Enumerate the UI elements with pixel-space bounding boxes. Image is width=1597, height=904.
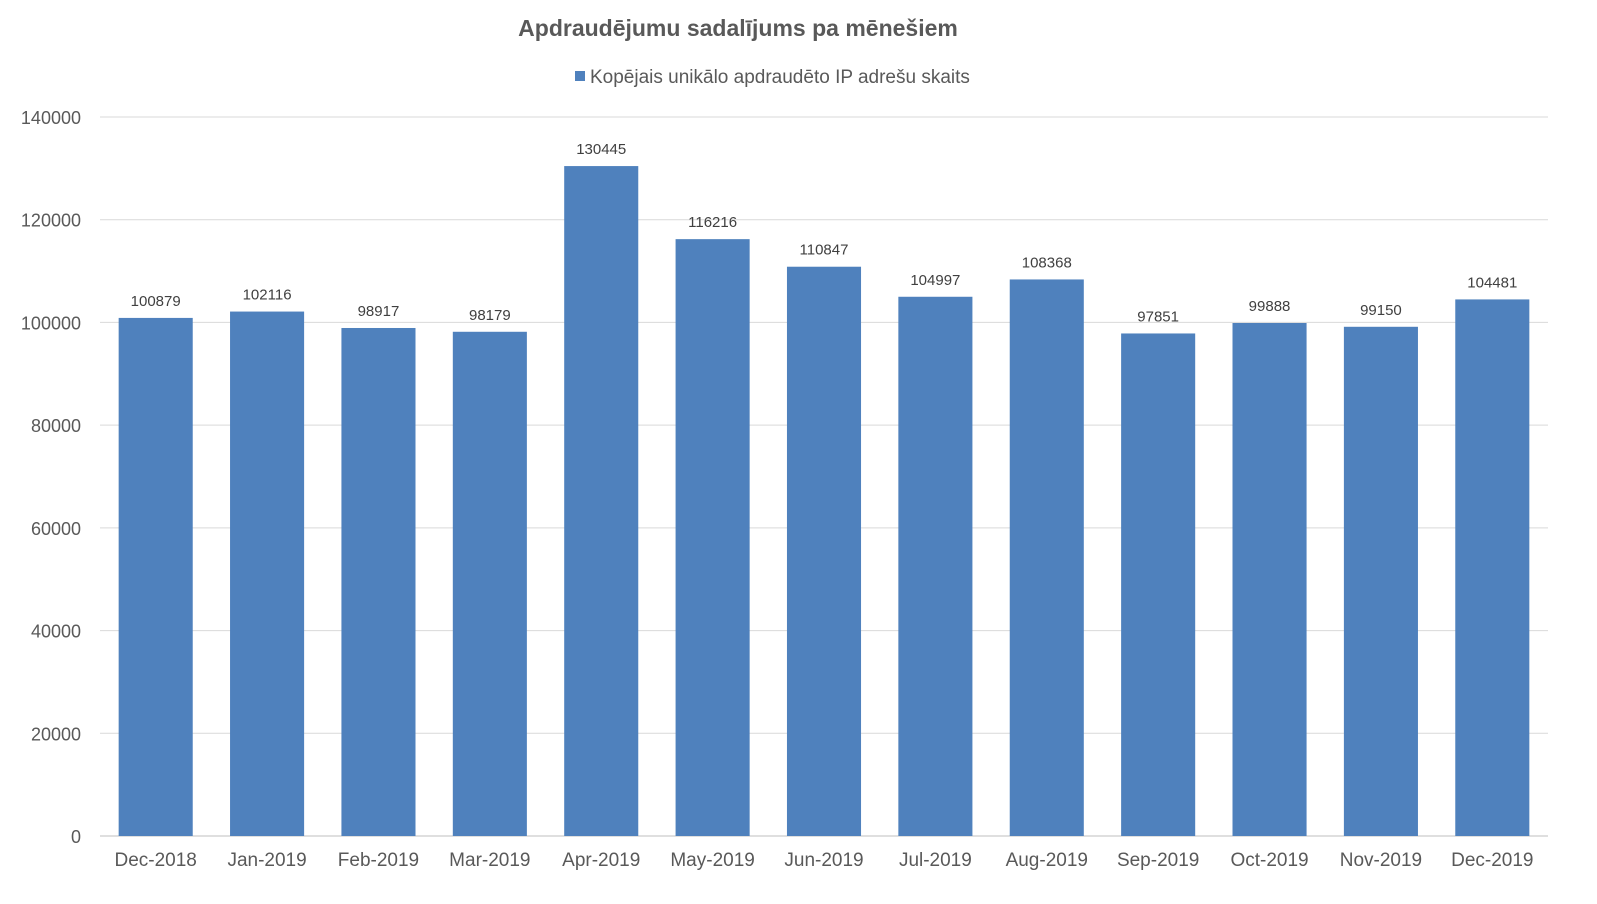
x-tick-label: Dec-2019 [1451, 850, 1533, 871]
data-label: 100879 [131, 293, 181, 310]
x-tick-label: Sep-2019 [1117, 850, 1199, 871]
x-tick-label: May-2019 [670, 850, 755, 871]
data-label: 98179 [469, 307, 511, 324]
y-tick-label: 40000 [31, 622, 81, 642]
y-tick-label: 120000 [21, 211, 81, 231]
x-tick-label: Jul-2019 [899, 850, 972, 871]
y-tick-label: 80000 [31, 416, 81, 436]
data-labels: 100879 102116 98917 98179 130445 116216 110847… [131, 141, 1518, 325]
x-tick-label: Mar-2019 [449, 850, 530, 871]
bar-mar-2019 [452, 331, 527, 836]
bar-may-2019 [675, 239, 750, 836]
bar-aug-2019 [1009, 279, 1084, 837]
data-label: 102116 [243, 287, 292, 304]
x-tick-label: Jun-2019 [784, 850, 863, 871]
x-tick-label: Apr-2019 [562, 850, 640, 871]
bar-jun-2019 [786, 266, 862, 837]
y-tick-label: 60000 [31, 519, 81, 539]
bar-jan-2019 [230, 311, 305, 836]
data-label: 99888 [1249, 298, 1291, 315]
x-axis: Dec-2018 Jan-2019 Feb-2019 Mar-2019 Apr-2019… [114, 850, 1533, 871]
bar-apr-2019 [564, 166, 639, 836]
data-label: 108368 [1022, 254, 1072, 271]
data-label: 99150 [1360, 302, 1402, 319]
x-tick-label: Nov-2019 [1340, 850, 1422, 871]
y-axis: 0 20000 40000 60000 80000 100000 120000 140000 [21, 108, 81, 847]
data-label: 98917 [358, 303, 400, 320]
data-label: 97851 [1137, 308, 1179, 325]
bar-sep-2019 [1121, 333, 1196, 836]
legend-swatch [575, 71, 585, 81]
legend-label: Kopējais unikālo apdraudēto IP adrešu sk… [590, 67, 970, 88]
bars [118, 166, 1530, 837]
y-tick-label: 100000 [21, 313, 81, 333]
y-tick-label: 0 [71, 827, 81, 847]
data-label: 130445 [576, 141, 626, 158]
data-label: 104481 [1467, 274, 1517, 291]
bar-nov-2019 [1343, 326, 1418, 836]
legend: Kopējais unikālo apdraudēto IP adrešu sk… [575, 67, 970, 88]
x-tick-label: Dec-2018 [114, 850, 196, 871]
y-tick-label: 20000 [31, 724, 81, 744]
x-tick-label: Feb-2019 [338, 850, 419, 871]
bar-dec-2019 [1455, 299, 1530, 837]
x-tick-label: Oct-2019 [1230, 850, 1308, 871]
y-tick-label: 140000 [21, 108, 81, 128]
bar-oct-2019 [1232, 323, 1307, 836]
data-label: 104997 [910, 272, 960, 289]
bar-feb-2019 [341, 327, 416, 836]
x-tick-label: Jan-2019 [227, 850, 306, 871]
data-label: 110847 [800, 242, 849, 259]
bar-dec-2018 [118, 317, 193, 836]
x-tick-label: Aug-2019 [1006, 850, 1088, 871]
chart-title: Apdraudējumu sadalījums pa mēnešiem [518, 15, 958, 41]
bar-jul-2019 [898, 296, 973, 837]
data-label: 116216 [688, 214, 737, 231]
